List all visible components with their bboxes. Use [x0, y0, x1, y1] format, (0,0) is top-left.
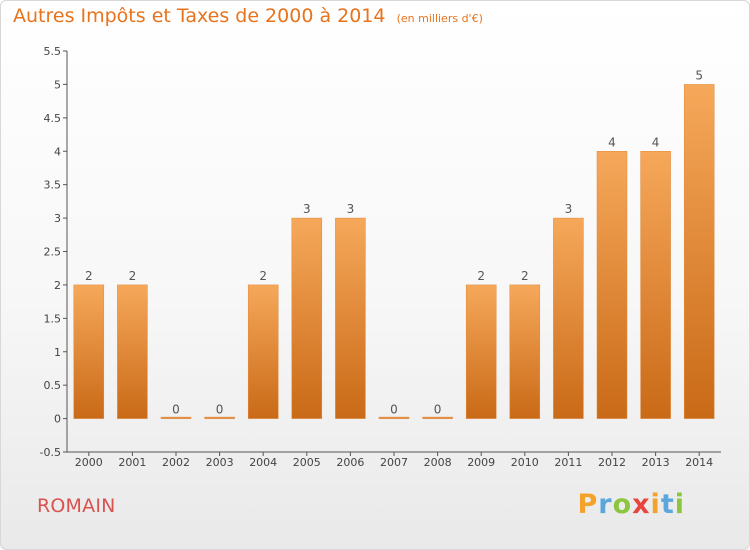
- bar: [117, 284, 148, 419]
- town-name: ROMAIN: [37, 495, 116, 517]
- bar: [291, 217, 323, 419]
- x-tick-label: 2001: [118, 456, 146, 469]
- x-tick-label: 2014: [685, 456, 713, 469]
- data-label: 2: [521, 269, 529, 283]
- data-label: 3: [303, 202, 311, 216]
- y-tick-label: 5: [54, 78, 61, 91]
- bars-group: [73, 84, 715, 419]
- bar: [509, 284, 541, 419]
- data-label: 5: [695, 68, 703, 82]
- logo-letter: P: [577, 489, 599, 520]
- data-labels-group: 2 2 0 0 2 3 3 0 0 2 2 3 4 4 5: [85, 68, 703, 416]
- data-label: 0: [390, 403, 398, 417]
- x-tick-label: 2010: [511, 456, 539, 469]
- data-label: 0: [434, 403, 442, 417]
- proxiti-logo[interactable]: Proxiti: [577, 489, 685, 520]
- x-tick-label: 2007: [380, 456, 408, 469]
- bar: [465, 284, 497, 419]
- title-row: Autres Impôts et Taxes de 2000 à 2014 (e…: [13, 5, 483, 27]
- y-tick-label: 2: [54, 279, 61, 292]
- bar: [422, 416, 453, 419]
- y-tick-label: 5.5: [44, 45, 62, 58]
- y-tick-label: 1.5: [44, 312, 62, 325]
- data-label: 3: [565, 202, 573, 216]
- x-tick-label: 2012: [598, 456, 626, 469]
- logo-letter: o: [612, 489, 633, 520]
- y-tick-label: 4.5: [44, 112, 62, 125]
- y-tick-label: 0: [54, 413, 61, 426]
- y-tick-label: 4: [54, 145, 61, 158]
- data-label: 2: [129, 269, 137, 283]
- x-tick-label: 2011: [554, 456, 582, 469]
- x-tick-label: 2002: [162, 456, 190, 469]
- logo-letter: i: [650, 489, 661, 520]
- bar: [73, 284, 105, 419]
- y-tick-label: 3.5: [44, 179, 62, 192]
- logo-letter: x: [632, 489, 651, 520]
- bar: [335, 217, 366, 419]
- y-tick-label: 1: [54, 346, 61, 359]
- bar: [247, 284, 279, 419]
- bar: [160, 416, 192, 419]
- chart-subtitle: (en milliers d'€): [396, 12, 483, 25]
- data-label: 3: [347, 202, 355, 216]
- bar: [204, 416, 235, 419]
- bar: [553, 217, 584, 419]
- x-tick-label: 2013: [642, 456, 670, 469]
- x-tick-label: 2000: [75, 456, 103, 469]
- bar: [640, 151, 671, 419]
- x-tick-label: 2006: [336, 456, 364, 469]
- data-label: 0: [172, 403, 180, 417]
- data-label: 2: [259, 269, 267, 283]
- bar: [378, 416, 410, 419]
- bar: [683, 84, 715, 419]
- chart-title: Autres Impôts et Taxes de 2000 à 2014: [13, 5, 386, 27]
- data-label: 4: [652, 135, 660, 149]
- data-label: 2: [477, 269, 485, 283]
- x-tick-label: 2008: [424, 456, 452, 469]
- data-label: 4: [608, 135, 616, 149]
- x-tick-label: 2005: [293, 456, 321, 469]
- y-tick-label: 0.5: [44, 379, 62, 392]
- data-label: 0: [216, 403, 224, 417]
- y-tick-label: 3: [54, 212, 61, 225]
- logo-letter: i: [674, 489, 685, 520]
- x-tick-label: 2004: [249, 456, 277, 469]
- data-label: 2: [85, 269, 93, 283]
- bar: [596, 151, 628, 419]
- y-tick-label: -0.5: [40, 446, 61, 459]
- y-tick-label: 2.5: [44, 246, 62, 259]
- x-tick-label: 2003: [206, 456, 234, 469]
- x-tick-label: 2009: [467, 456, 495, 469]
- logo-letter: t: [660, 489, 675, 520]
- logo-letter: r: [598, 489, 613, 520]
